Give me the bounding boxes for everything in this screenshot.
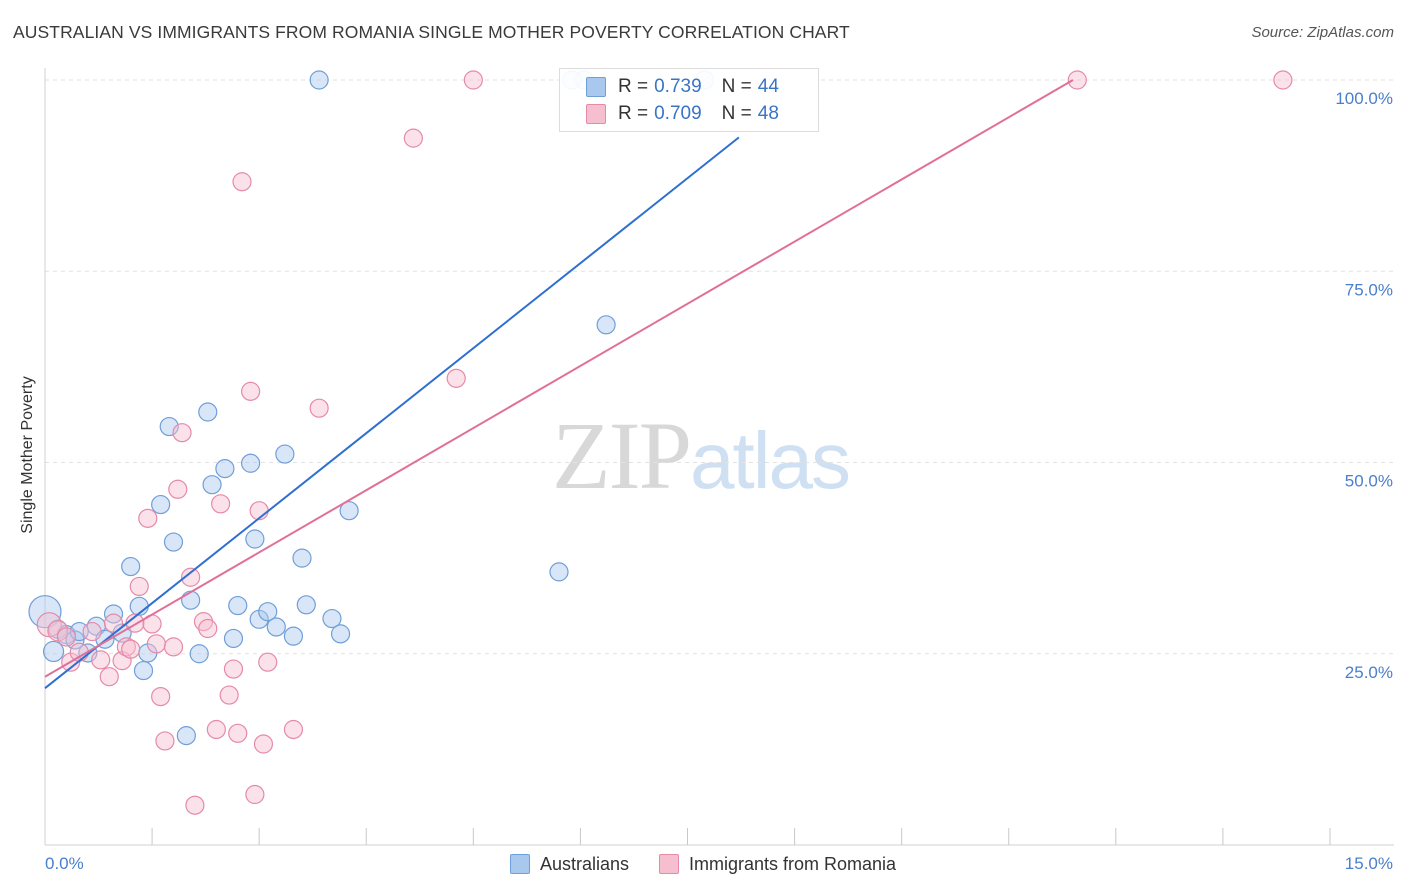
y-tick-label: 50.0% — [1345, 472, 1393, 491]
australians-trend-line — [44, 136, 740, 689]
romania-point — [168, 479, 188, 499]
australians-point — [198, 402, 218, 422]
legend-item-romania[interactable]: Immigrants from Romania — [658, 852, 897, 876]
watermark: ZIPatlas — [552, 400, 851, 511]
australians-point — [189, 644, 209, 664]
romania-point — [56, 627, 77, 647]
legend-row-romania: R = 0.709 N = 48 — [586, 101, 779, 127]
romania-point — [219, 685, 239, 705]
australians-point — [181, 590, 201, 610]
australians-point — [266, 617, 286, 637]
x-tick-label: 15.0% — [1345, 854, 1393, 873]
legend-swatch-australians — [586, 77, 606, 97]
romania-trend-line — [44, 79, 1074, 678]
australians-point — [296, 595, 316, 615]
correlation-legend: R = 0.739 N = 44 R = 0.709 N = 48 — [559, 68, 819, 132]
legend-n-label: N = — [721, 103, 752, 124]
romania-point — [232, 172, 252, 192]
romania-point — [309, 398, 329, 418]
romania-point — [138, 508, 158, 528]
romania-point — [1273, 70, 1293, 90]
romania-point — [1067, 70, 1087, 90]
romania-point — [463, 70, 483, 90]
legend-r-value: 0.739 — [654, 76, 702, 97]
australians-point — [215, 459, 235, 479]
romania-point — [241, 381, 261, 401]
legend-r-value: 0.709 — [654, 103, 702, 124]
romania-point — [155, 731, 175, 751]
australians-point — [163, 532, 184, 552]
romania-point — [181, 567, 201, 587]
australians-point — [309, 70, 329, 90]
romania-point — [172, 423, 192, 443]
romania-point — [163, 637, 184, 657]
series-legend: Australians Immigrants from Romania — [0, 852, 1406, 876]
australians-point — [151, 494, 171, 515]
romania-point — [245, 784, 265, 805]
australians-point — [28, 595, 62, 629]
australians-point — [596, 315, 616, 335]
legend-n-label: N = — [721, 76, 752, 97]
romania-point — [146, 634, 166, 654]
romania-point — [91, 650, 111, 670]
australians-point — [42, 640, 65, 663]
australians-point — [121, 556, 141, 577]
romania-point — [185, 795, 205, 815]
chart-title: AUSTRALIAN VS IMMIGRANTS FROM ROMANIA SI… — [13, 22, 850, 42]
romania-point — [446, 368, 466, 388]
romania-point — [82, 621, 102, 642]
australians-point — [258, 602, 278, 622]
romania-point — [206, 719, 226, 740]
legend-n-value: 48 — [757, 103, 779, 124]
australians-point — [549, 562, 569, 582]
y-axis-label: Single Mother Poverty — [19, 376, 36, 534]
romania-point — [121, 639, 141, 659]
romania-point — [228, 723, 248, 743]
y-tick-label: 25.0% — [1345, 663, 1393, 682]
y-tick-label: 100.0% — [1335, 89, 1393, 108]
legend-n-value: 44 — [757, 76, 779, 97]
legend-label-australians: Australians — [539, 853, 629, 874]
romania-point — [253, 734, 274, 754]
watermark-atlas: atlas — [690, 416, 851, 505]
australians-point — [223, 628, 244, 649]
australians-point — [176, 726, 196, 746]
legend-swatch-australians — [509, 854, 530, 874]
romania-point — [129, 576, 149, 597]
legend-swatch-romania — [658, 854, 679, 874]
australians-point — [292, 548, 312, 568]
romania-point — [283, 719, 304, 740]
source-label: Source: ZipAtlas.com — [1251, 24, 1394, 41]
australians-point — [283, 626, 304, 646]
romania-point — [258, 652, 278, 672]
legend-r-label: R = — [618, 76, 649, 97]
australians-point — [241, 453, 261, 473]
x-tick-label: 0.0% — [45, 854, 84, 873]
legend-item-australians[interactable]: Australians — [509, 852, 629, 876]
australians-point — [330, 624, 351, 644]
romania-point — [99, 667, 119, 687]
australians-point — [275, 444, 295, 464]
australians-point — [133, 660, 154, 681]
romania-point — [198, 618, 218, 639]
legend-label-romania: Immigrants from Romania — [688, 853, 897, 874]
romania-point — [223, 659, 244, 679]
y-tick-label: 75.0% — [1345, 280, 1393, 299]
romania-point — [211, 494, 231, 514]
australians-point — [202, 475, 222, 495]
australians-point — [339, 501, 359, 521]
romania-point — [151, 686, 171, 707]
australians-point — [322, 608, 342, 629]
legend-r-label: R = — [618, 103, 649, 124]
australians-point — [228, 595, 248, 616]
australians-point — [245, 529, 265, 549]
romania-point — [403, 128, 423, 148]
watermark-zip: ZIP — [552, 402, 692, 509]
romania-point — [103, 613, 124, 633]
legend-swatch-romania — [586, 104, 606, 124]
legend-row-australians: R = 0.739 N = 44 — [586, 74, 779, 100]
